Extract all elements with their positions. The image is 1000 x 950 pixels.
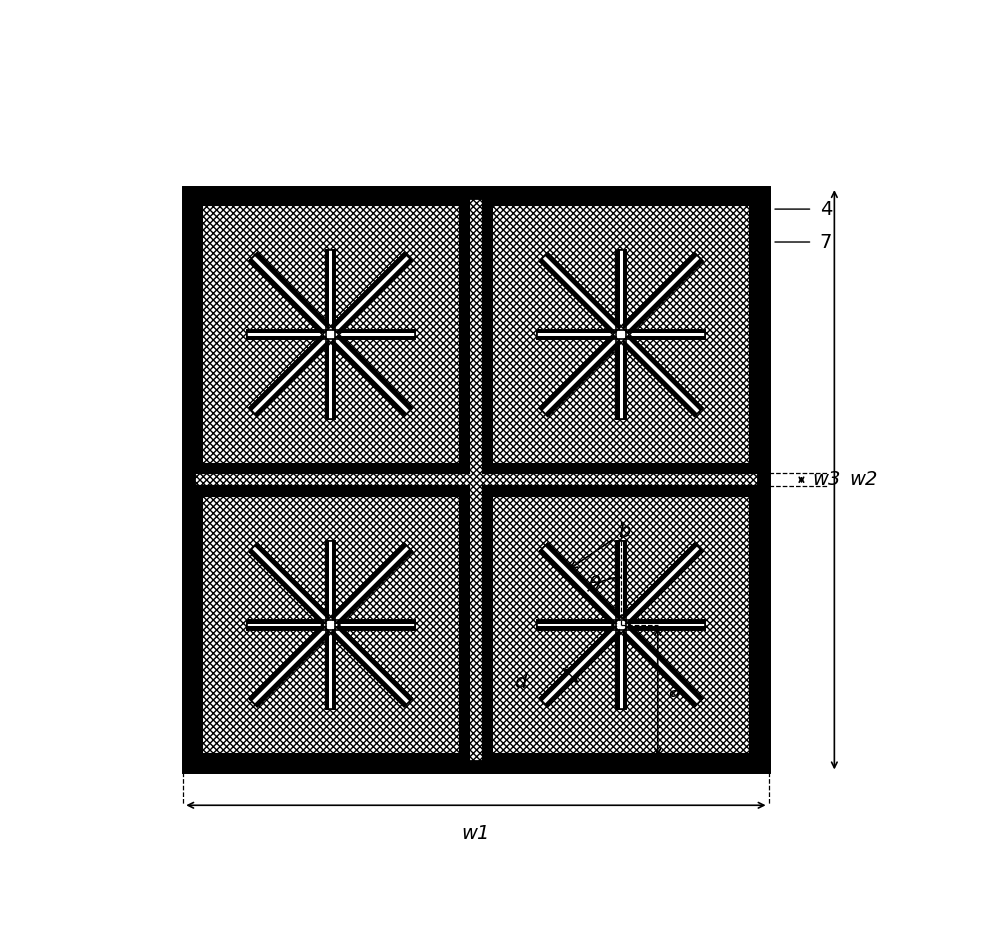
Bar (183, 187, 769, 772)
Text: 4: 4 (820, 200, 832, 219)
Polygon shape (249, 253, 412, 416)
Polygon shape (542, 546, 700, 704)
Polygon shape (326, 541, 335, 709)
Polygon shape (539, 253, 703, 416)
Polygon shape (620, 251, 623, 419)
Text: d: d (514, 674, 527, 693)
Polygon shape (252, 546, 410, 704)
Polygon shape (247, 620, 415, 630)
Text: w2: w2 (849, 470, 877, 489)
Polygon shape (616, 541, 626, 709)
Bar (202, 205, 460, 464)
Polygon shape (542, 256, 700, 413)
Polygon shape (329, 541, 332, 709)
Polygon shape (539, 543, 703, 707)
Bar (492, 205, 750, 464)
Polygon shape (247, 333, 415, 336)
Polygon shape (539, 253, 703, 416)
Polygon shape (247, 330, 415, 339)
Text: a: a (669, 682, 681, 701)
Polygon shape (537, 623, 705, 626)
Bar (194, 199, 758, 761)
Polygon shape (329, 251, 332, 419)
Bar (192, 196, 469, 473)
Bar (483, 196, 760, 473)
Bar (202, 496, 460, 754)
Bar (192, 196, 469, 473)
Polygon shape (249, 543, 412, 707)
Polygon shape (542, 546, 700, 704)
Polygon shape (537, 333, 705, 336)
Polygon shape (249, 253, 412, 416)
Polygon shape (537, 620, 705, 630)
Polygon shape (252, 256, 410, 413)
Text: θ: θ (589, 575, 601, 594)
Bar (192, 486, 469, 764)
Bar (483, 486, 760, 764)
Polygon shape (252, 256, 410, 413)
Polygon shape (542, 256, 700, 413)
Polygon shape (537, 330, 705, 339)
Text: w3: w3 (812, 470, 841, 489)
Text: w1: w1 (462, 824, 490, 843)
Polygon shape (326, 251, 335, 419)
Polygon shape (252, 546, 410, 704)
Bar (483, 486, 760, 764)
Text: b: b (571, 522, 630, 568)
Polygon shape (539, 543, 703, 707)
Text: 7: 7 (820, 233, 832, 252)
Bar (483, 196, 760, 473)
Bar (183, 187, 769, 772)
Polygon shape (249, 543, 412, 707)
Polygon shape (616, 251, 626, 419)
Bar (492, 496, 750, 754)
Polygon shape (247, 623, 415, 626)
Bar (192, 486, 469, 764)
Polygon shape (620, 541, 623, 709)
